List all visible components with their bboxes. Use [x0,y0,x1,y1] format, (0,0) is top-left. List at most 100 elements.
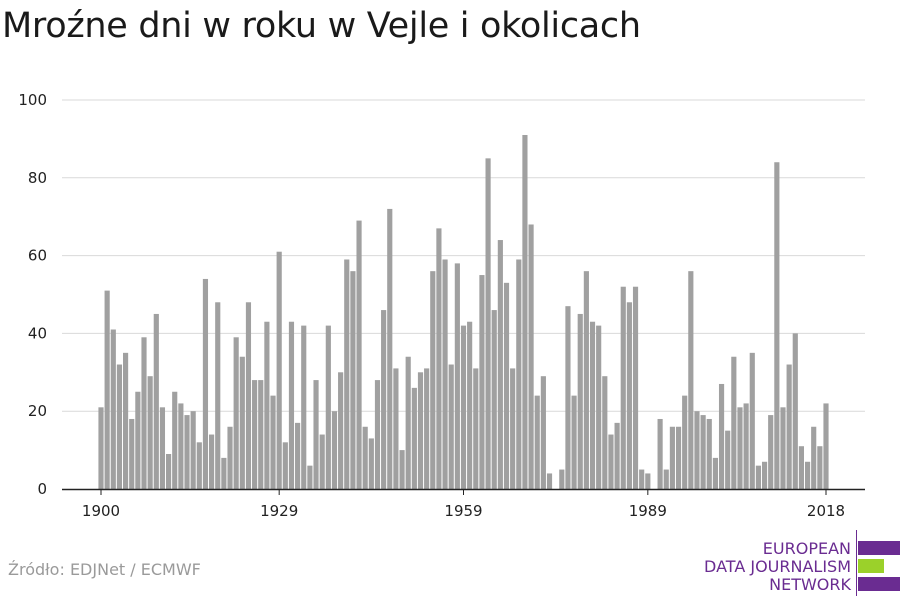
bar-1955 [436,228,442,489]
bar-2010 [774,162,780,490]
bar-2001 [718,383,725,489]
bar-1920 [221,457,227,489]
bar-1947 [387,208,393,490]
bar-1901 [104,290,110,489]
bar-2006 [749,352,755,489]
bar-1914 [184,415,190,489]
bar-1913 [178,403,184,489]
bar-1973 [546,473,553,489]
y-tick-label: 80 [28,169,47,187]
bar-1910 [159,407,166,489]
bar-1953 [424,368,430,489]
bar-1969 [522,135,528,489]
logo-divider [856,530,857,596]
bar-1965 [497,240,503,489]
bar-1991 [657,418,663,489]
bar-1952 [417,372,424,489]
y-tick-label: 0 [37,480,47,498]
bar-1984 [614,422,620,489]
bar-1907 [141,337,147,489]
bar-1976 [565,306,571,489]
y-tick-label: 60 [28,247,47,265]
bar-1954 [430,271,436,489]
bar-1988 [639,469,645,489]
bar-1967 [510,368,516,489]
x-tick-label: 1929 [260,502,298,520]
bar-2005 [743,403,749,489]
x-tick-label: 1989 [629,502,667,520]
bar-1979 [583,271,589,489]
edjnet-logo: EUROPEAN DATA JOURNALISM NETWORK [704,530,900,596]
bar-1950 [405,356,411,489]
bar-1923 [239,356,245,489]
bar-1970 [528,224,534,490]
bar-1939 [338,372,344,489]
bar-1931 [288,321,295,489]
bar-2002 [725,430,731,489]
bar-1919 [215,302,221,489]
bar-1978 [577,313,583,489]
axes: 0 20 40 60 80 100 1900 1929 1959 1989 2018 [18,91,865,520]
bar-1983 [608,434,614,489]
bar-2007 [755,465,761,489]
bar-1948 [393,368,399,489]
bar-1985 [620,286,626,489]
chart-title: Mroźne dni w roku w Vejle i okolicach [2,6,641,46]
bar-1915 [190,411,196,489]
bar-1997 [694,411,700,489]
bar-1943 [362,426,368,489]
bar-1924 [245,302,252,489]
bar-2015 [804,461,811,489]
bar-1921 [227,426,233,489]
bar-1942 [356,220,362,489]
bar-2014 [798,446,804,489]
bar-1922 [233,337,239,489]
bar-2016 [811,426,817,489]
x-tick-label: 2018 [807,502,845,520]
bar-1964 [491,310,497,489]
bar-1960 [467,321,473,489]
bar-2004 [737,407,743,489]
bar-1989 [645,473,651,489]
bar-1996 [688,271,694,489]
bar-1900 [98,407,104,489]
bar-1909 [153,313,159,489]
logo-line-data-journalism: DATA JOURNALISM [704,557,851,576]
bar-1904 [123,352,129,489]
bar-1906 [135,391,141,489]
bar-2011 [780,407,786,489]
bar-1977 [571,395,577,489]
bar-1911 [166,453,172,489]
bar-1935 [313,380,319,489]
bar-1998 [700,415,706,489]
bar-1968 [516,259,522,489]
bar-1999 [706,418,712,489]
bar-2009 [768,415,774,489]
bar-1951 [411,387,417,489]
bar-1938 [331,411,338,489]
bar-1929 [276,251,282,489]
bar-1959 [460,325,467,489]
y-tick-label: 100 [18,91,47,109]
bar-2017 [817,446,823,489]
bar-1971 [534,395,540,489]
bar-1927 [264,321,270,489]
bar-1903 [116,364,123,489]
bar-1905 [129,418,135,489]
bar-1995 [682,395,688,489]
bar-2000 [712,457,718,489]
bar-1941 [350,271,356,489]
bar-1993 [669,426,675,489]
bar-1940 [344,259,350,489]
bar-1980 [589,321,596,489]
x-tick-label: 1900 [82,502,120,520]
bar-1972 [540,376,546,489]
bar-1982 [602,376,608,489]
bar-1908 [147,376,153,489]
bar-1934 [307,465,313,489]
bar-1936 [319,434,325,489]
bar-1937 [325,325,331,489]
bar-1946 [381,310,387,489]
bar-1981 [596,325,602,489]
